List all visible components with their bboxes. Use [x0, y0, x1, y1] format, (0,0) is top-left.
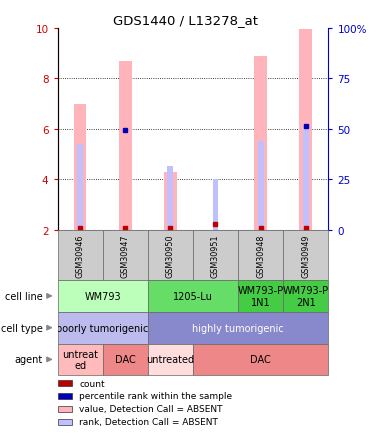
- Text: GSM30951: GSM30951: [211, 233, 220, 277]
- Text: value, Detection Call = ABSENT: value, Detection Call = ABSENT: [79, 404, 223, 414]
- Text: poorly tumorigenic: poorly tumorigenic: [56, 323, 149, 333]
- Bar: [193, 344, 328, 375]
- Text: WM793: WM793: [84, 291, 121, 301]
- Text: DAC: DAC: [250, 355, 271, 365]
- Bar: [283, 230, 328, 280]
- Text: cell line: cell line: [5, 291, 43, 301]
- Bar: [103, 344, 148, 375]
- Bar: [167, 166, 173, 230]
- Text: highly tumorigenic: highly tumorigenic: [192, 323, 284, 333]
- Text: 1205-Lu: 1205-Lu: [173, 291, 213, 301]
- Bar: [148, 280, 238, 312]
- Text: WM793-P
2N1: WM793-P 2N1: [283, 286, 329, 307]
- Text: GSM30946: GSM30946: [76, 234, 85, 277]
- Bar: [238, 280, 283, 312]
- Bar: [299, 30, 312, 230]
- Text: percentile rank within the sample: percentile rank within the sample: [79, 391, 232, 401]
- Bar: [58, 406, 72, 412]
- Bar: [148, 344, 193, 375]
- Text: WM793-P
1N1: WM793-P 1N1: [237, 286, 284, 307]
- Bar: [74, 104, 86, 230]
- Bar: [193, 230, 238, 280]
- Bar: [164, 172, 177, 230]
- Text: agent: agent: [14, 355, 43, 365]
- Text: GSM30949: GSM30949: [301, 233, 310, 277]
- Bar: [77, 145, 83, 230]
- Bar: [283, 280, 328, 312]
- Text: GSM30947: GSM30947: [121, 233, 130, 277]
- Bar: [58, 280, 148, 312]
- Bar: [254, 56, 267, 230]
- Bar: [58, 312, 148, 344]
- Text: untreat
ed: untreat ed: [62, 349, 98, 370]
- Bar: [58, 380, 72, 386]
- Bar: [58, 230, 103, 280]
- Bar: [58, 344, 103, 375]
- Bar: [103, 230, 148, 280]
- Bar: [58, 419, 72, 425]
- Text: GSM30948: GSM30948: [256, 234, 265, 277]
- Bar: [148, 312, 328, 344]
- Text: rank, Detection Call = ABSENT: rank, Detection Call = ABSENT: [79, 418, 218, 426]
- Text: untreated: untreated: [146, 355, 194, 365]
- Bar: [213, 180, 219, 230]
- Bar: [303, 127, 309, 230]
- Bar: [238, 230, 283, 280]
- Bar: [258, 142, 263, 230]
- Text: DAC: DAC: [115, 355, 135, 365]
- Bar: [119, 62, 132, 230]
- Text: cell type: cell type: [1, 323, 43, 333]
- Bar: [148, 230, 193, 280]
- Text: GDS1440 / L13278_at: GDS1440 / L13278_at: [113, 13, 258, 26]
- Bar: [58, 393, 72, 399]
- Text: GSM30950: GSM30950: [166, 233, 175, 277]
- Text: count: count: [79, 379, 105, 388]
